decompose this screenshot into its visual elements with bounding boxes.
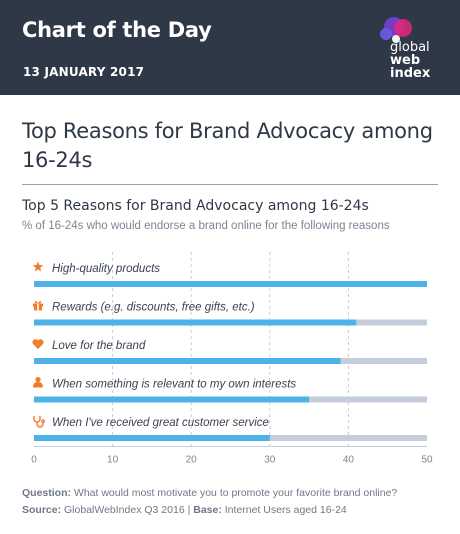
bar [34,435,270,441]
bar [34,396,310,403]
globalwebindex-logo-icon [380,17,412,43]
base-label: Base: [193,504,222,516]
question-label: Question: [22,487,71,499]
category-label: When something is relevant to my own int… [52,379,296,391]
question-text: What would most motivate you to promote … [73,487,398,499]
base-text: Internet Users aged 16-24 [224,504,347,516]
stethoscope-icon [33,416,45,428]
x-tick-label: 50 [421,455,433,466]
chart-title: Top 5 Reasons for Brand Advocacy among 1… [22,198,369,214]
bar [34,319,357,326]
footer-source: Source: GlobalWebIndex Q3 2016 | Base: I… [22,504,347,516]
header-date: 13 JANUARY 2017 [23,65,145,79]
category-label: Love for the brand [52,340,146,352]
gift-icon [33,301,43,311]
x-tick-label: 10 [107,455,119,466]
heart-icon [32,339,44,349]
footer-question: Question: What would most motivate you t… [22,487,397,499]
category-label: Rewards (e.g. discounts, free gifts, etc… [52,302,255,314]
bar-chart: High-quality products Rewards (e.g. disco… [31,252,433,466]
star-icon [32,261,44,272]
logo-text-web: web [390,53,421,68]
category-label: When I've received great customer servic… [52,417,269,429]
category-label: High-quality products [52,263,160,275]
x-tick-label: 20 [186,455,198,466]
logo-text-global: global [390,40,430,55]
bar [34,281,427,287]
x-tick-label: 0 [31,455,37,466]
chart-subtitle: % of 16-24s who would endorse a brand on… [22,220,390,232]
header-title: Chart of the Day [22,18,212,42]
header-banner: Chart of the Day 13 JANUARY 2017 global … [0,0,460,95]
logo-text-index: index [390,66,431,81]
person-icon [33,377,43,388]
x-tick-label: 30 [264,455,276,466]
source-label: Source: [22,504,62,516]
source-separator: | [187,504,191,516]
divider [22,184,438,185]
x-tick-label: 40 [343,455,355,466]
page-title: Top Reasons for Brand Advocacy among 16-… [22,119,433,172]
bar [34,358,341,364]
source-text: GlobalWebIndex Q3 2016 [64,504,185,516]
